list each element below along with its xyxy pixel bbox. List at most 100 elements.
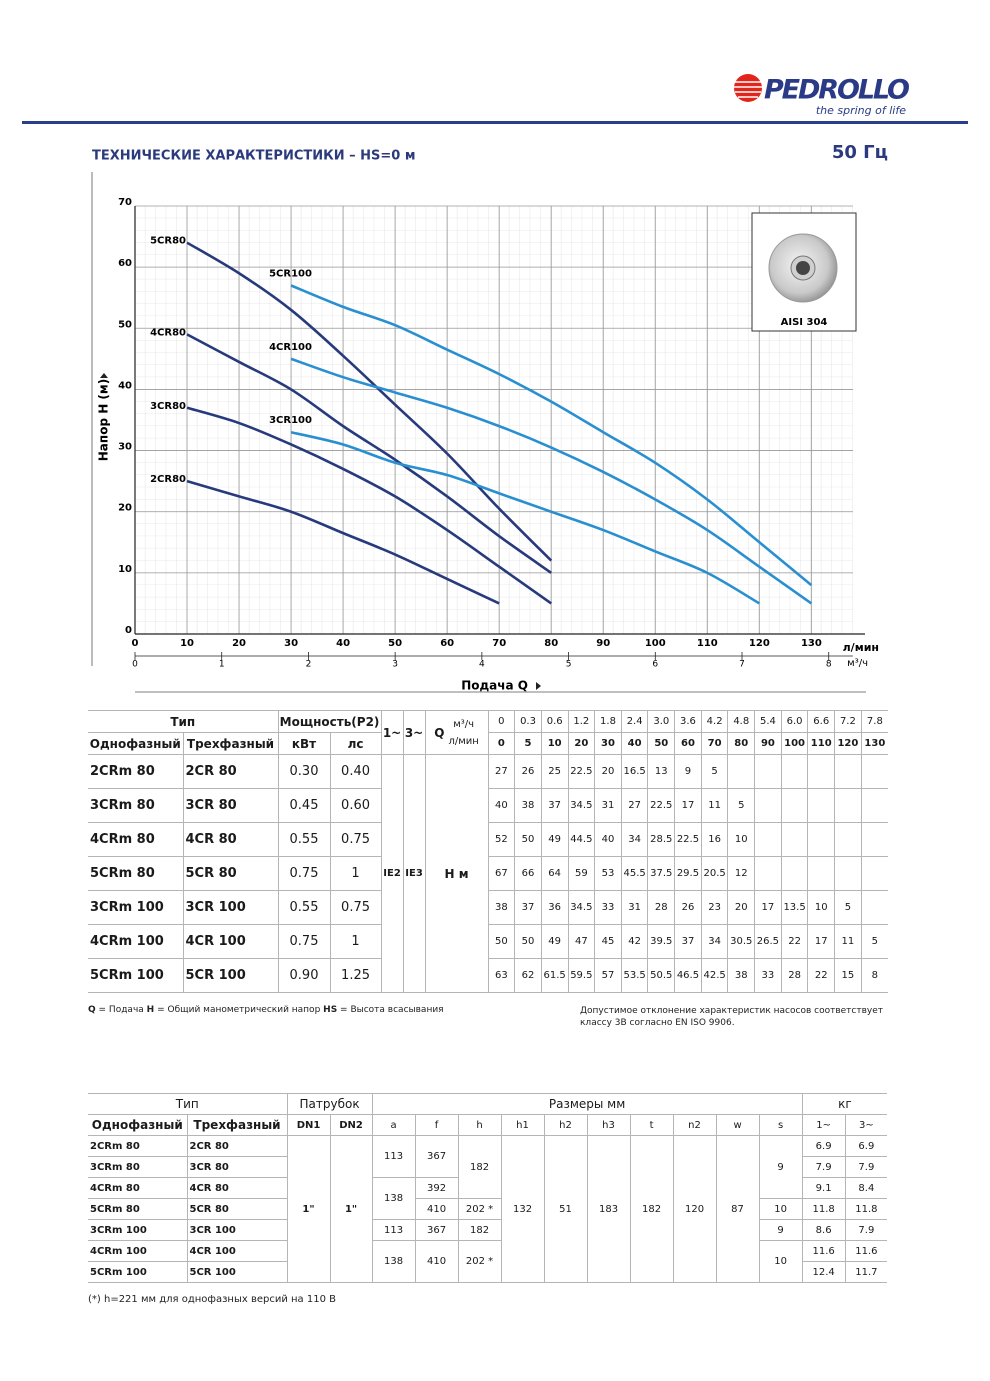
y-axis-title: Напор H (м) <box>97 379 111 461</box>
y-tick-label: 30 <box>118 442 132 453</box>
head-value: 44.5 <box>567 822 596 857</box>
head-value: 49 <box>540 924 569 959</box>
head-value: 25 <box>540 754 569 789</box>
value-cell: 8.4 <box>844 1177 888 1199</box>
value-cell: 9 <box>758 1135 803 1199</box>
empty-cell <box>860 754 888 789</box>
header-cell: 3~ <box>844 1114 888 1136</box>
unit: л/мин <box>448 735 479 747</box>
flow-m3h: 4.8 <box>727 710 756 733</box>
legend-key: Q <box>88 1005 96 1015</box>
power-kw: 0.55 <box>277 890 331 925</box>
value-cell: 11.6 <box>844 1240 888 1262</box>
header-cell: кг <box>801 1093 888 1115</box>
head-value: 45 <box>594 924 622 959</box>
header-cell: Трехфазный <box>186 1114 288 1136</box>
y-tick-label: 0 <box>125 625 132 636</box>
empty-cell <box>834 822 862 857</box>
data-row: 4CRm 100 4CR 100 0.75 1 50 50 49 47 45 42 39.5 37 34… <box>88 924 888 959</box>
three-phase-model: 3CR 80 <box>182 788 279 823</box>
legend-text: = Подача <box>98 1005 144 1015</box>
data-row: 5CRm 80 5CR 80 0.75 1 67 66 64 59 53 45.5 37.5 29.5… <box>88 856 888 891</box>
header-row: Однофазный Трехфазный кВт лс 0 5 10 20 30 40 50 60 7… <box>88 732 888 755</box>
series-label: 4CR80 <box>150 327 186 338</box>
value-cell: 12.4 <box>801 1261 846 1283</box>
flow-m3h: 1.8 <box>594 710 622 733</box>
head-value: 45.5 <box>620 856 649 891</box>
empty-cell <box>754 822 782 857</box>
x2-tick-label: 2 <box>306 660 312 670</box>
power-hp: 1.25 <box>329 958 382 993</box>
head-value: 49 <box>540 822 569 857</box>
inset-label: AISI 304 <box>781 317 828 328</box>
head-unit: H м <box>424 754 489 993</box>
value-cell: 87 <box>715 1135 760 1283</box>
power-hp: 0.75 <box>329 890 382 925</box>
power-kw: 0.55 <box>277 822 331 857</box>
empty-cell <box>807 788 836 823</box>
head-value: 5 <box>834 890 862 925</box>
series-label: 2CR80 <box>150 474 186 485</box>
header-and-chart: PEDROLLO the spring of life ТЕХНИЧЕСКИЕ … <box>22 74 968 693</box>
head-value: 15 <box>834 958 862 993</box>
brand: PEDROLLO <box>764 75 910 106</box>
curve <box>186 479 500 605</box>
head-value: 57 <box>594 958 622 993</box>
value-cell: 182 <box>457 1135 502 1199</box>
power-kw: 0.75 <box>277 924 331 959</box>
x2-unit: м³/ч <box>847 658 868 669</box>
x-tick-label: 120 <box>749 638 770 649</box>
model: 2CR 80 <box>186 1135 288 1157</box>
value-cell: 120 <box>672 1135 717 1283</box>
head-value: 62 <box>514 958 542 993</box>
model: 5CRm 80 <box>88 1198 188 1220</box>
three-phase-model: 3CR 100 <box>182 890 279 925</box>
axis-arrow <box>100 373 108 378</box>
data-row: 4CRm 100 4CR 100 138 410 202 * 10 11.6 11.6 <box>88 1240 888 1283</box>
x-tick-label: 20 <box>232 638 246 649</box>
head-value: 66 <box>514 856 542 891</box>
x-tick-label: 10 <box>180 638 194 649</box>
empty-cell <box>780 822 809 857</box>
head-value: 23 <box>700 890 729 925</box>
head-value: 64 <box>540 856 569 891</box>
header-cell: n2 <box>672 1114 717 1136</box>
model: 4CR 100 <box>186 1240 288 1262</box>
data-row: 4CRm 80 4CR 80 0.55 0.75 52 50 49 44.5 40 34 28.5 2… <box>88 822 888 857</box>
flow-m3h: 3.6 <box>674 710 702 733</box>
q-units: м³/ч л/мин <box>448 719 478 747</box>
head-value: 34.5 <box>567 788 596 823</box>
flow-lmin: 70 <box>700 732 729 755</box>
axis-arrow <box>536 682 541 690</box>
head-value: 31 <box>620 890 649 925</box>
header-row: Однофазный Трехфазный DN1 DN2 a f h h1 h2 h3 t n2 w s… <box>88 1114 888 1136</box>
header-cell: кВт <box>277 732 331 755</box>
head-value: 37.5 <box>647 856 676 891</box>
head-value: 40 <box>487 788 516 823</box>
legend-note: Q = Подача H = Общий манометрический нап… <box>88 1005 444 1015</box>
value-cell: 10 <box>758 1198 803 1220</box>
efficiency-class: IE3 <box>402 754 426 993</box>
head-value: 20 <box>594 754 622 789</box>
head-value: 5 <box>700 754 729 789</box>
head-value: 11 <box>700 788 729 823</box>
x2-tick-label: 8 <box>826 660 832 670</box>
power-hp: 0.75 <box>329 822 382 857</box>
value-cell: 9.1 <box>801 1177 846 1199</box>
head-value: 37 <box>674 924 702 959</box>
head-value: 50 <box>514 924 542 959</box>
flow-m3h: 3.0 <box>647 710 676 733</box>
head-value: 50 <box>514 822 542 857</box>
x2-tick-label: 5 <box>566 660 572 670</box>
x-tick-label: 0 <box>132 638 139 649</box>
tolerance-note: Допустимое отклонение характеристик насо… <box>580 1006 884 1028</box>
legend-text: = Общий манометрический напор <box>157 1005 321 1015</box>
y-tick-label: 60 <box>118 258 132 269</box>
single-phase-model: 2CRm 80 <box>88 754 184 789</box>
single-phase-model: 3CRm 100 <box>88 890 184 925</box>
head-value: 29.5 <box>674 856 702 891</box>
value-cell: 7.9 <box>801 1156 846 1178</box>
single-phase-model: 3CRm 80 <box>88 788 184 823</box>
